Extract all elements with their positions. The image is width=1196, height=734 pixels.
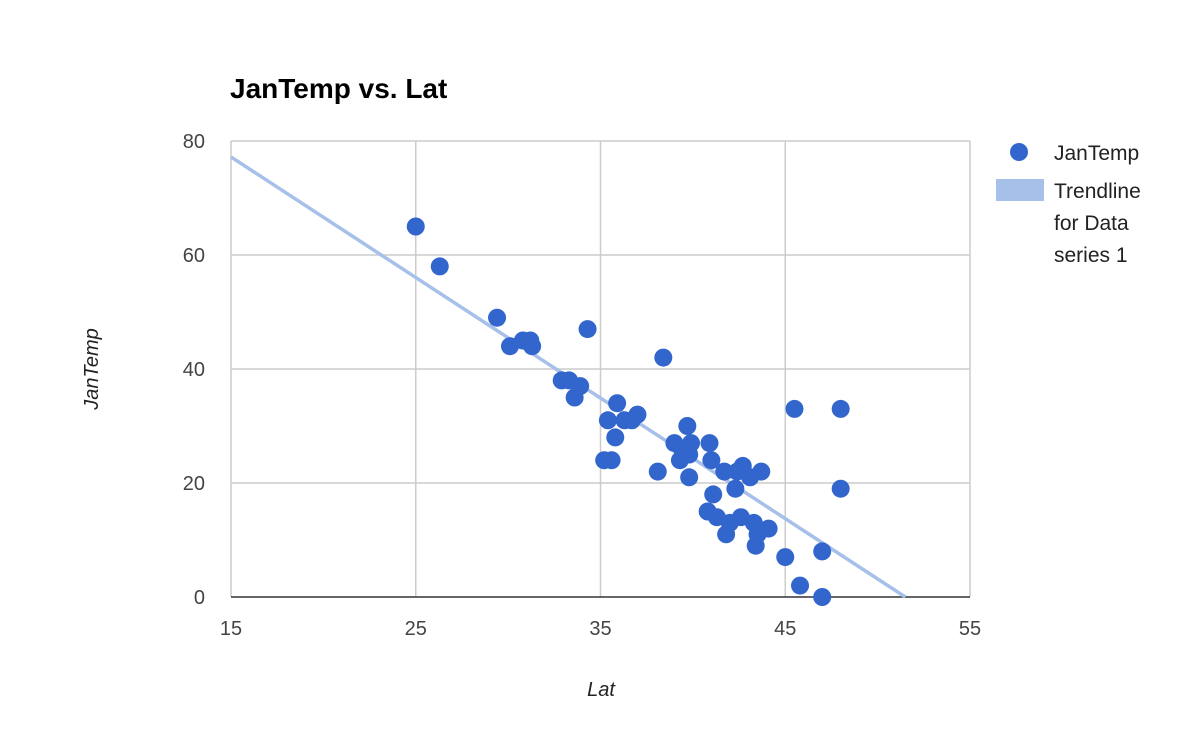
legend-label-trendline-line: Trendline — [1054, 180, 1141, 203]
data-point — [602, 451, 621, 470]
data-point — [678, 417, 697, 435]
legend-label-jantemp: JanTemp — [1054, 142, 1139, 165]
y-tick-label: 40 — [183, 359, 205, 381]
data-point — [831, 479, 850, 498]
y-tick-label: 20 — [183, 473, 205, 495]
data-point — [680, 468, 699, 487]
data-point — [406, 217, 425, 236]
y-axis-title: JanTemp — [81, 328, 103, 411]
data-point — [776, 548, 795, 567]
data-point — [523, 337, 542, 356]
data-point — [702, 451, 721, 470]
data-point — [488, 308, 507, 327]
chart-title: JanTemp vs. Lat — [230, 73, 447, 104]
points-layer — [406, 217, 850, 606]
data-point — [704, 485, 723, 504]
data-point — [430, 257, 449, 276]
data-point — [700, 434, 719, 453]
data-point — [759, 519, 778, 538]
legend-label-trendline-line: for Data — [1054, 212, 1129, 235]
legend: JanTemp Trendline for Data series 1 — [996, 142, 1141, 267]
y-tick-label: 0 — [194, 587, 205, 609]
data-point — [628, 405, 647, 424]
x-tick-label: 55 — [959, 618, 981, 640]
x-tick-label: 35 — [589, 618, 611, 640]
data-point — [791, 576, 810, 595]
x-tick-label: 15 — [220, 618, 242, 640]
legend-marker-jantemp — [1010, 143, 1028, 161]
x-tick-label: 25 — [405, 618, 427, 640]
data-point — [654, 348, 673, 367]
grid — [230, 140, 971, 598]
data-point — [813, 588, 832, 606]
data-point — [813, 542, 832, 561]
data-point — [598, 411, 617, 430]
data-point — [571, 377, 590, 396]
data-point — [682, 434, 701, 453]
data-point — [831, 399, 850, 418]
x-axis-title: Lat — [587, 679, 616, 701]
data-point — [752, 462, 771, 481]
data-point — [606, 428, 625, 447]
y-tick-label: 80 — [183, 131, 205, 153]
data-point — [648, 462, 667, 481]
data-point — [578, 320, 597, 339]
data-point — [715, 462, 734, 481]
data-point — [608, 394, 627, 413]
legend-label-trendline: Trendline for Data series 1 — [1054, 180, 1141, 267]
y-tick-label: 60 — [183, 245, 205, 267]
legend-marker-trendline — [996, 179, 1044, 201]
tick-labels: 15 25 35 45 55 0 20 40 60 80 — [183, 131, 981, 640]
x-tick-label: 45 — [774, 618, 796, 640]
legend-label-trendline-line: series 1 — [1054, 244, 1128, 267]
data-point — [785, 399, 804, 418]
data-point — [726, 479, 745, 498]
